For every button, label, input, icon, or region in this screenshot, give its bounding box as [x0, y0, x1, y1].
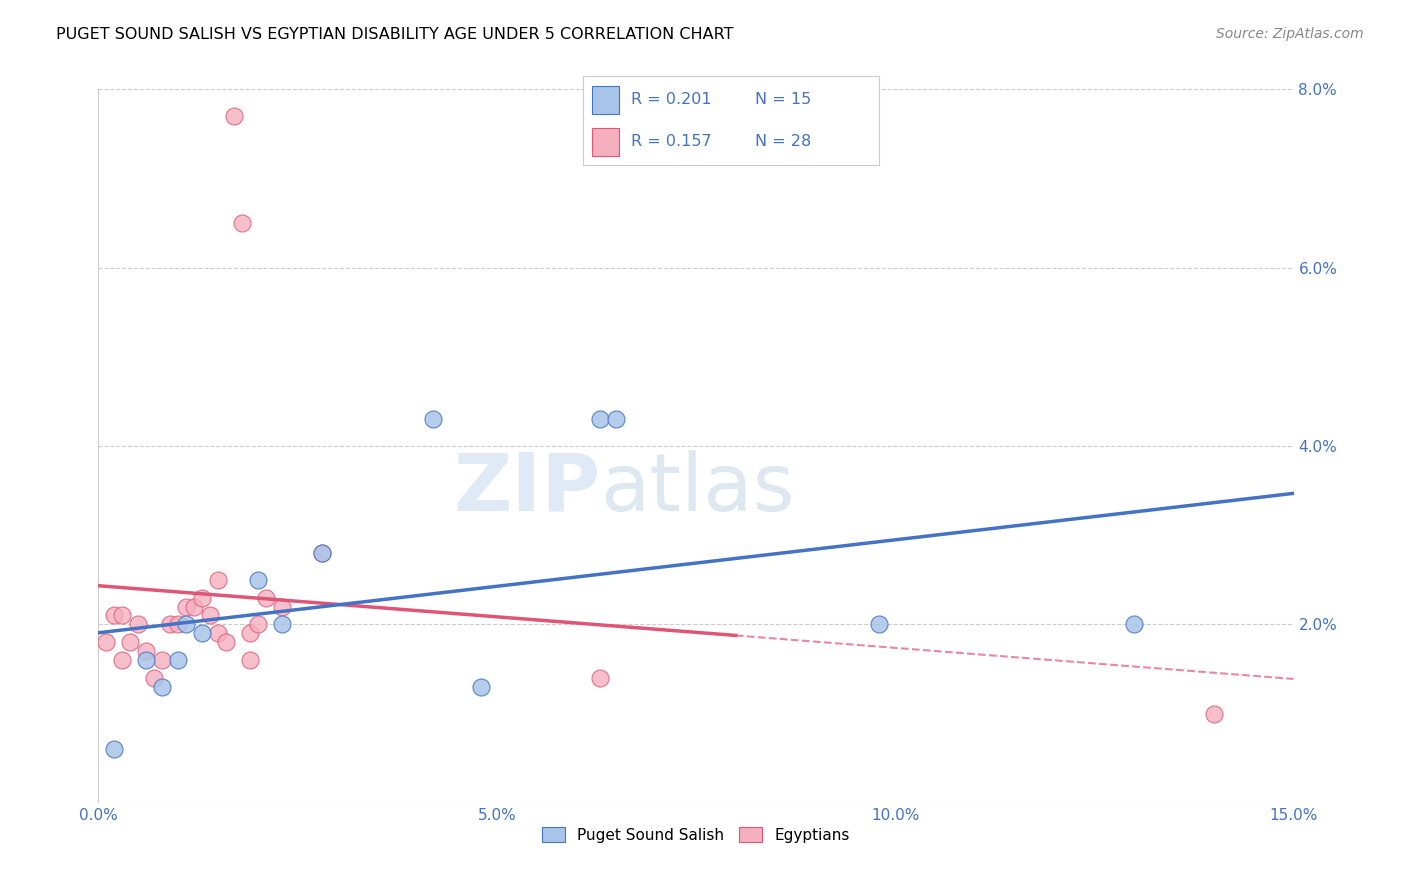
Point: [470, 680, 492, 694]
Point: [183, 599, 205, 614]
Point: [198, 608, 221, 623]
Point: [231, 216, 253, 230]
Point: [159, 617, 181, 632]
Point: [191, 626, 214, 640]
Point: [311, 546, 333, 560]
Legend: Puget Sound Salish, Egyptians: Puget Sound Salish, Egyptians: [536, 821, 856, 848]
Point: [311, 546, 333, 560]
Point: [111, 653, 134, 667]
Point: [270, 617, 292, 632]
Point: [207, 626, 229, 640]
Point: [246, 617, 269, 632]
Point: [270, 599, 292, 614]
Point: [135, 653, 157, 667]
Text: PUGET SOUND SALISH VS EGYPTIAN DISABILITY AGE UNDER 5 CORRELATION CHART: PUGET SOUND SALISH VS EGYPTIAN DISABILIT…: [56, 27, 734, 42]
Point: [143, 671, 166, 685]
Point: [605, 412, 627, 426]
Point: [191, 591, 214, 605]
Point: [135, 644, 157, 658]
Point: [239, 653, 262, 667]
Point: [422, 412, 444, 426]
Point: [103, 742, 125, 756]
Text: atlas: atlas: [600, 450, 794, 528]
Point: [207, 573, 229, 587]
Point: [246, 573, 269, 587]
Point: [174, 617, 197, 632]
Point: [239, 626, 262, 640]
Text: R = 0.201: R = 0.201: [631, 93, 711, 107]
FancyBboxPatch shape: [592, 86, 619, 114]
Point: [1202, 706, 1225, 721]
Point: [96, 635, 118, 649]
Point: [254, 591, 277, 605]
Point: [589, 671, 612, 685]
Text: ZIP: ZIP: [453, 450, 600, 528]
Point: [167, 617, 190, 632]
Point: [111, 608, 134, 623]
Point: [167, 653, 190, 667]
Point: [150, 680, 173, 694]
Point: [127, 617, 149, 632]
Text: R = 0.157: R = 0.157: [631, 135, 711, 149]
Text: Source: ZipAtlas.com: Source: ZipAtlas.com: [1216, 27, 1364, 41]
Point: [120, 635, 142, 649]
FancyBboxPatch shape: [592, 128, 619, 156]
Text: N = 28: N = 28: [755, 135, 811, 149]
Text: N = 15: N = 15: [755, 93, 811, 107]
Point: [103, 608, 125, 623]
Point: [215, 635, 238, 649]
Point: [1123, 617, 1146, 632]
Point: [589, 412, 612, 426]
Point: [150, 653, 173, 667]
Point: [868, 617, 890, 632]
Point: [174, 599, 197, 614]
Point: [222, 109, 245, 123]
